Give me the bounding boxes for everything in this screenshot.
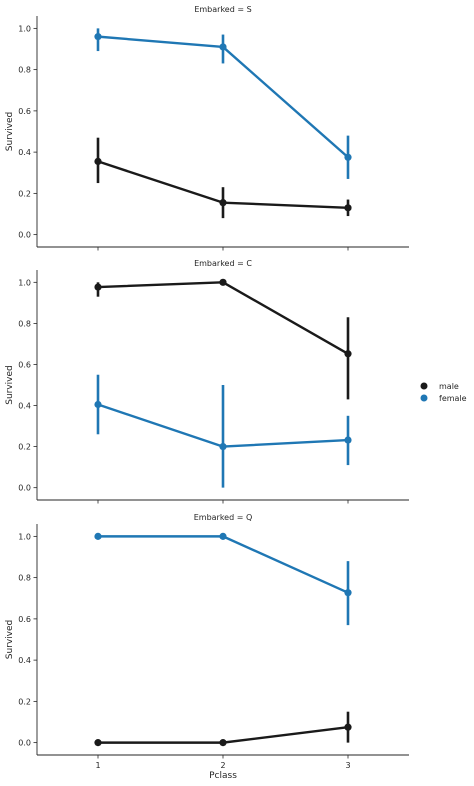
y-tick-label: 0.8 [18, 319, 31, 328]
panel-title: Embarked = Q [194, 513, 253, 522]
data-point [219, 443, 227, 451]
x-tick-label: 1 [95, 761, 100, 770]
x-axis-label: Pclass [209, 771, 237, 781]
data-point [344, 153, 352, 161]
legend-label: male [439, 382, 459, 391]
series-line [98, 535, 349, 594]
y-tick-label: 0.6 [18, 615, 31, 624]
data-point [344, 723, 352, 731]
legend-entry-female: female [420, 394, 467, 403]
data-point [219, 199, 227, 207]
panel-title: Embarked = C [194, 259, 252, 268]
data-point [344, 350, 352, 358]
series-male [94, 137, 352, 219]
data-point [344, 436, 352, 444]
legend-entry-male: male [420, 382, 459, 391]
y-tick-label: 0.4 [18, 402, 31, 411]
series-male [94, 278, 352, 400]
data-point [94, 532, 102, 540]
data-point [219, 532, 227, 540]
data-point [94, 283, 102, 291]
y-tick-label: 0.2 [18, 189, 31, 198]
y-tick-label: 1.0 [18, 532, 31, 541]
series-line [97, 281, 349, 355]
panel-2: Embarked = C 0.0 0.2 0.4 0.6 0.8 1.0 Survived [5, 259, 409, 504]
data-point [344, 204, 352, 212]
legend-marker [420, 382, 428, 390]
series-female [94, 374, 352, 488]
panels: Embarked = S0.00.20.40.60.81.0SurvivedEm… [5, 5, 409, 770]
y-tick-label: 0.0 [18, 484, 31, 493]
data-point [94, 400, 102, 409]
series-female [94, 28, 352, 179]
y-tick-label: 0.0 [18, 231, 31, 240]
y-tick-label: 0.4 [18, 656, 31, 665]
x-tick-label: 2 [220, 761, 225, 770]
y-axis-label: Survived [5, 620, 15, 660]
data-point [219, 739, 227, 747]
y-tick-label: 0.0 [18, 739, 31, 748]
y-tick-label: 0.6 [18, 107, 31, 116]
panel-1: Embarked = S 0.0 0.2 0.4 0.6 0.8 1.0 Survived [5, 5, 409, 251]
data-point [219, 43, 227, 51]
y-tick-label: 0.2 [18, 443, 31, 452]
legend-label: female [439, 394, 467, 403]
series-male [94, 711, 352, 747]
panel-3: Embarked = Q 0.0 0.2 0.4 0.6 0.8 1.0 1 2 3 Survive… [5, 513, 409, 770]
y-tick-label: 1.0 [18, 24, 31, 33]
y-tick-label: 0.6 [18, 360, 31, 369]
y-tick-label: 1.0 [18, 278, 31, 287]
legend-marker [420, 394, 428, 402]
y-tick-label: 0.4 [18, 148, 31, 157]
x-tick-label: 3 [345, 761, 350, 770]
legend: male female [420, 382, 467, 403]
y-axis-label: Survived [5, 112, 15, 152]
data-point [219, 278, 227, 286]
data-point [94, 33, 102, 41]
data-point [94, 739, 102, 747]
y-tick-label: 0.8 [18, 66, 31, 75]
y-axis-label: Survived [5, 365, 15, 405]
data-point [94, 157, 102, 166]
data-point [344, 589, 352, 597]
series-female [94, 532, 352, 626]
panel-title: Embarked = S [194, 5, 251, 14]
y-tick-label: 0.2 [18, 697, 31, 706]
y-tick-label: 0.8 [18, 574, 31, 583]
